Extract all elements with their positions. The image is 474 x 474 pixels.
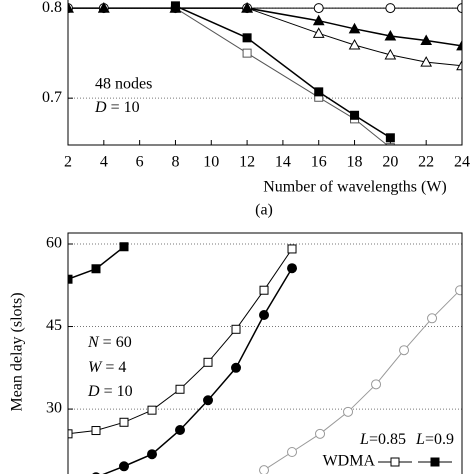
point <box>420 56 433 67</box>
point <box>147 405 157 415</box>
x-tick-label: 6 <box>136 154 144 171</box>
annotation: 48 nodes <box>95 76 152 93</box>
point <box>68 2 74 13</box>
point <box>420 34 433 46</box>
point <box>231 324 241 334</box>
point <box>384 48 397 60</box>
series-line <box>102 267 293 474</box>
y-tick-label: 30 <box>46 400 62 417</box>
y-tick-label: 0.8 <box>42 0 62 16</box>
point <box>457 3 462 14</box>
y-axis-label: Mean delay (slots) <box>9 292 26 411</box>
x-tick-label: 24 <box>454 154 470 171</box>
x-tick-label: 20 <box>382 154 398 171</box>
point <box>203 395 214 406</box>
point <box>147 449 158 460</box>
point <box>456 39 462 51</box>
point <box>68 274 73 284</box>
x-tick-label: 8 <box>171 154 179 171</box>
axis-frame <box>67 0 463 146</box>
point <box>385 133 395 143</box>
point <box>97 2 110 13</box>
legend-column: L=0.85 <box>359 431 406 448</box>
point <box>259 465 270 474</box>
point <box>312 27 325 38</box>
point <box>315 428 326 439</box>
x-axis-label: Number of wavelengths (W) <box>263 179 447 196</box>
legend-row: WDMA <box>323 453 376 470</box>
x-tick-label: 10 <box>203 154 219 171</box>
subtitle: (a) <box>255 202 273 219</box>
annotation: D = 10 <box>94 99 140 116</box>
point <box>91 264 101 274</box>
point <box>169 2 182 13</box>
point <box>287 244 297 254</box>
point <box>259 285 269 295</box>
legend-marker <box>390 457 400 467</box>
annotation: D = 10 <box>87 383 133 400</box>
point <box>343 406 354 417</box>
x-tick-label: 18 <box>347 154 363 171</box>
point <box>427 313 438 324</box>
y-tick-label: 60 <box>46 235 62 252</box>
point <box>91 426 101 436</box>
point <box>242 33 252 43</box>
annotation: W = 4 <box>88 359 126 376</box>
point <box>371 379 382 390</box>
point <box>175 384 185 394</box>
x-tick-label: 16 <box>311 154 327 171</box>
x-tick-label: 22 <box>418 154 434 171</box>
legend-column: L=0.9 <box>415 431 454 448</box>
point <box>385 3 396 14</box>
point <box>242 48 252 58</box>
point <box>384 29 397 41</box>
point <box>287 263 298 274</box>
point <box>287 446 298 457</box>
point <box>259 309 270 320</box>
point <box>203 357 213 367</box>
plot-area <box>68 1 462 145</box>
point <box>119 242 129 252</box>
point <box>399 345 410 356</box>
axis-frame <box>67 232 463 474</box>
point <box>350 110 360 120</box>
point <box>241 2 253 13</box>
point <box>314 87 324 97</box>
point <box>231 362 242 373</box>
point <box>119 417 129 427</box>
plot-area <box>68 242 462 474</box>
point <box>348 39 361 50</box>
point <box>456 59 462 71</box>
x-tick-label: 14 <box>275 154 291 171</box>
legend-marker <box>430 457 440 467</box>
y-tick-label: 45 <box>46 317 62 334</box>
x-tick-label: 2 <box>64 154 72 171</box>
point <box>313 3 324 14</box>
point <box>455 285 462 296</box>
annotation: N = 60 <box>87 334 132 351</box>
point <box>68 429 73 439</box>
series-line <box>263 289 461 471</box>
y-tick-label: 0.7 <box>42 89 62 106</box>
point <box>348 22 361 34</box>
point <box>119 461 130 472</box>
x-tick-label: 12 <box>239 154 255 171</box>
point <box>175 424 186 435</box>
x-tick-label: 4 <box>100 154 108 171</box>
point <box>385 143 395 145</box>
point <box>312 14 325 26</box>
